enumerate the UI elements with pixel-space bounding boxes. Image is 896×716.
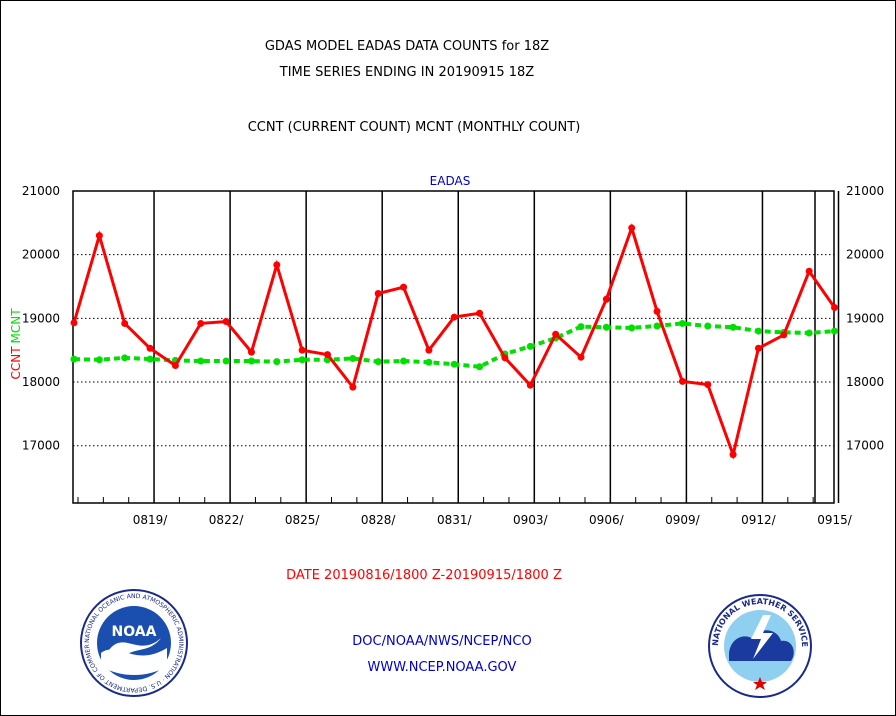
x-tick-label: 0831/ bbox=[437, 513, 473, 527]
mcnt-point bbox=[146, 355, 154, 363]
y-tick-labels-left: 17000 18000 19000 20000 21000 bbox=[22, 184, 60, 453]
noaa-logo: NOAA NATIONAL OCEANIC AND ATMOSPHERIC AD… bbox=[79, 588, 188, 697]
mcnt-point bbox=[70, 355, 78, 363]
x-tick-label: 0909/ bbox=[665, 513, 701, 527]
mcnt-point bbox=[121, 354, 129, 362]
x-tick-label: 0912/ bbox=[741, 513, 777, 527]
ccnt-point bbox=[400, 283, 408, 291]
x-tick-label: 0915/ bbox=[817, 513, 853, 527]
x-tick-label: 0828/ bbox=[361, 513, 397, 527]
mcnt-point bbox=[704, 322, 712, 330]
mcnt-point bbox=[349, 354, 357, 362]
ylabel-ccnt: CCNT bbox=[9, 346, 23, 380]
y-tick-label-right: 21000 bbox=[846, 184, 884, 198]
header-line-2: TIME SERIES ENDING IN 20190915 18Z bbox=[279, 65, 535, 80]
ccnt-point bbox=[121, 319, 129, 327]
ccnt-point bbox=[653, 307, 661, 315]
mcnt-point bbox=[653, 322, 661, 330]
mcnt-point bbox=[805, 329, 813, 337]
mcnt-point bbox=[577, 323, 585, 331]
mcnt-point bbox=[400, 357, 408, 365]
ccnt-point bbox=[425, 346, 433, 354]
mcnt-point bbox=[754, 327, 762, 335]
ccnt-point bbox=[678, 377, 686, 385]
ccnt-point bbox=[552, 330, 560, 338]
footer-url: WWW.NCEP.NOAA.GOV bbox=[367, 660, 517, 675]
y-tick-label-right: 17000 bbox=[846, 439, 884, 453]
y-tick-label-left: 20000 bbox=[22, 248, 60, 262]
ccnt-point bbox=[780, 331, 788, 339]
ccnt-point bbox=[628, 224, 636, 232]
ccnt-point bbox=[501, 354, 509, 362]
ccnt-point bbox=[374, 290, 382, 298]
mcnt-point bbox=[222, 357, 230, 365]
series-mcnt bbox=[70, 319, 838, 371]
ccnt-point bbox=[324, 351, 331, 359]
ccnt-point bbox=[298, 346, 306, 354]
plot-title: EADAS bbox=[430, 174, 471, 188]
ccnt-point bbox=[450, 313, 458, 321]
mcnt-point bbox=[678, 319, 686, 327]
ccnt-point bbox=[146, 344, 154, 352]
x-tick-label: 0822/ bbox=[209, 513, 245, 527]
y-tick-label-right: 19000 bbox=[846, 311, 884, 325]
ccnt-point bbox=[197, 319, 205, 327]
ccnt-point bbox=[602, 295, 610, 303]
ccnt-point bbox=[805, 267, 813, 275]
mcnt-point bbox=[374, 358, 382, 366]
ccnt-point bbox=[526, 381, 534, 389]
ccnt-line bbox=[72, 223, 836, 460]
date-grid-lines bbox=[77, 191, 840, 503]
ccnt-point bbox=[222, 318, 230, 326]
y-tick-label-left: 18000 bbox=[22, 375, 60, 389]
ccnt-point bbox=[273, 261, 281, 269]
x-tick-labels: 0819/0822/0825/0828/0831/0903/0906/0909/… bbox=[133, 513, 853, 527]
header-line-1: GDAS MODEL EADAS DATA COUNTS for 18Z bbox=[264, 39, 550, 54]
mcnt-point bbox=[831, 327, 838, 335]
header-line-3: CCNT (CURRENT COUNT) MCNT (MONTHLY COUNT… bbox=[247, 120, 581, 135]
x-tick-label: 0903/ bbox=[513, 513, 549, 527]
ylabel-mcnt: MCNT bbox=[9, 308, 23, 344]
mcnt-point bbox=[476, 363, 484, 371]
mcnt-point bbox=[729, 323, 737, 331]
footer-org: DOC/NOAA/NWS/NCEP/NCO bbox=[352, 634, 532, 649]
mcnt-point bbox=[526, 342, 534, 350]
x-tick-label: 0819/ bbox=[133, 513, 169, 527]
ccnt-point bbox=[754, 344, 762, 352]
x-tick-label: 0825/ bbox=[285, 513, 321, 527]
ccnt-point bbox=[247, 348, 255, 356]
plot-frame bbox=[72, 190, 835, 504]
mcnt-point bbox=[450, 360, 458, 368]
y-tick-label-left: 19000 bbox=[22, 311, 60, 325]
mcnt-point bbox=[197, 357, 205, 365]
ccnt-point bbox=[171, 361, 179, 369]
nws-logo: NATIONAL WEATHER SERVICE bbox=[708, 594, 812, 698]
noaa-logo-text: NOAA bbox=[112, 624, 157, 640]
ccnt-point bbox=[704, 381, 712, 389]
ccnt-point bbox=[70, 319, 78, 327]
mcnt-point bbox=[95, 356, 103, 364]
ccnt-point bbox=[577, 353, 585, 361]
ccnt-point bbox=[831, 304, 838, 312]
mcnt-point bbox=[602, 323, 610, 331]
ccnt-point bbox=[349, 383, 357, 391]
y-tick-label-left: 21000 bbox=[22, 184, 60, 198]
date-range-label: DATE 20190816/1800 Z-20190915/1800 Z bbox=[286, 568, 562, 583]
mcnt-point bbox=[273, 358, 281, 366]
y-tick-label-right: 18000 bbox=[846, 375, 884, 389]
ccnt-point bbox=[476, 309, 484, 317]
y-tick-label-left: 17000 bbox=[22, 439, 60, 453]
mcnt-point bbox=[628, 324, 636, 332]
mcnt-point bbox=[247, 357, 255, 365]
ccnt-point bbox=[729, 451, 737, 459]
series-ccnt bbox=[70, 223, 838, 460]
mcnt-point bbox=[298, 356, 306, 364]
y-tick-label-right: 20000 bbox=[846, 248, 884, 262]
mcnt-point bbox=[425, 358, 433, 366]
y-tick-labels-right: 17000 18000 19000 20000 21000 bbox=[846, 184, 884, 453]
x-tick-label: 0906/ bbox=[589, 513, 625, 527]
ccnt-point bbox=[95, 232, 103, 240]
